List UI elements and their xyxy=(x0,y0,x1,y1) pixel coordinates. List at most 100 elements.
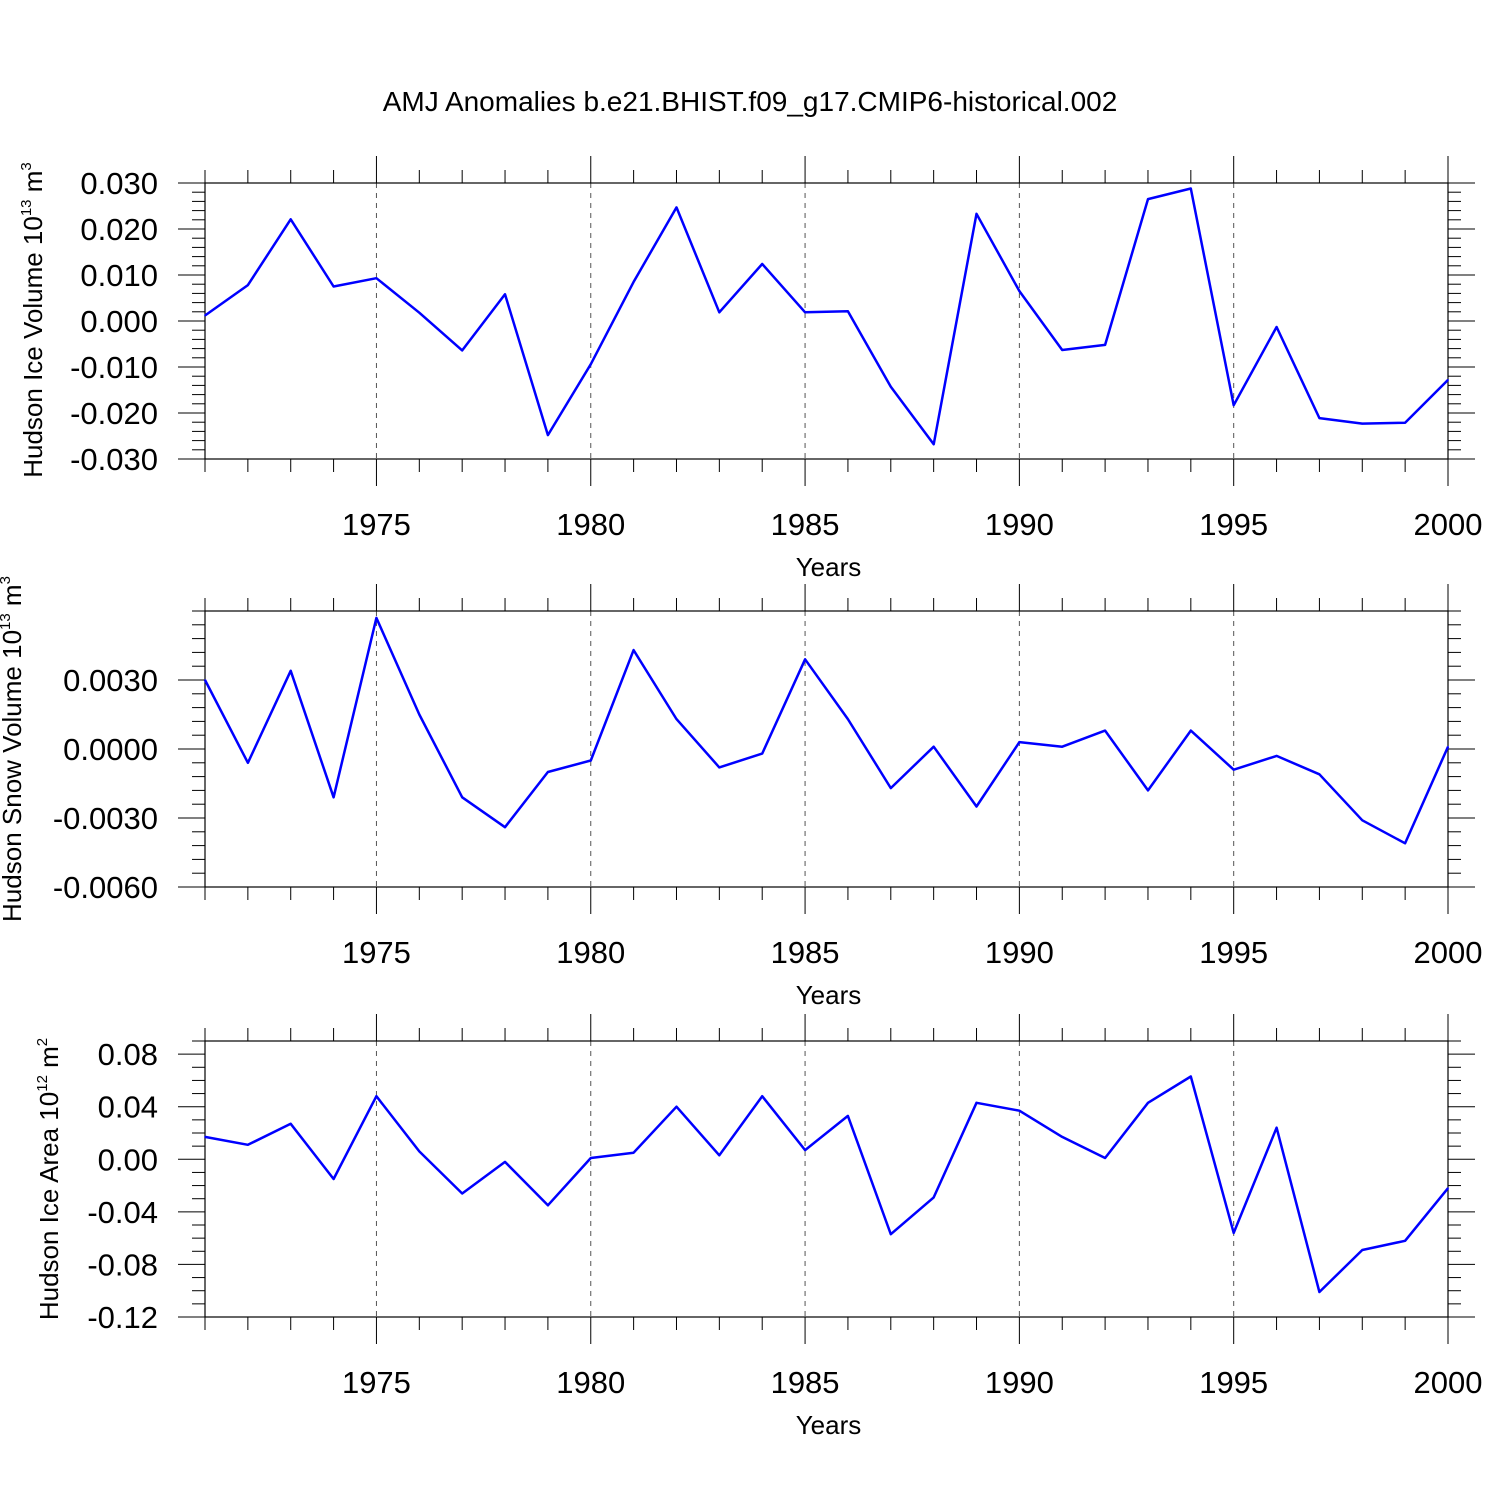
data-point xyxy=(1275,1126,1278,1129)
data-point xyxy=(1318,1291,1321,1293)
data-point xyxy=(461,1192,463,1195)
data-point xyxy=(1018,1109,1021,1112)
panel-2: 1975 1980 1985 1990 1995 2000 0.0030 0.0000 -0.0… xyxy=(0,576,1482,1010)
data-point xyxy=(247,762,249,764)
data-point xyxy=(332,1178,335,1180)
data-point xyxy=(418,311,421,314)
data-point xyxy=(375,277,378,280)
x-tick-label: 1980 xyxy=(556,1365,625,1400)
data-point xyxy=(289,670,292,672)
data-point xyxy=(847,310,849,313)
data-point xyxy=(375,1095,378,1097)
data-point xyxy=(675,206,678,209)
y-tick-label: -0.0060 xyxy=(53,870,158,905)
data-point xyxy=(1190,729,1192,732)
data-point xyxy=(932,1196,935,1199)
data-point xyxy=(1232,768,1235,771)
series-line xyxy=(204,1075,1449,1294)
data-point xyxy=(932,745,935,748)
data-point xyxy=(1104,729,1106,732)
data-point xyxy=(1404,842,1406,845)
data-point xyxy=(847,1115,849,1117)
data-point xyxy=(761,752,764,755)
data-point xyxy=(1447,1187,1449,1189)
x-tick-label: 1975 xyxy=(342,507,411,542)
y-axis-label-unit-exponent: 3 xyxy=(0,576,14,584)
data-point xyxy=(418,1150,421,1153)
data-point xyxy=(332,796,335,799)
data-point xyxy=(1061,1136,1064,1138)
x-tick-label: 1985 xyxy=(771,507,840,542)
data-point xyxy=(504,1161,506,1163)
y-axis-label-unit-exponent: 2 xyxy=(34,1038,51,1046)
data-point xyxy=(718,311,721,314)
data-point xyxy=(889,385,892,388)
y-axis-label-text: Hudson Ice Area 10 xyxy=(34,1092,64,1320)
data-point xyxy=(589,363,592,366)
x-tick-label: 1990 xyxy=(985,507,1054,542)
data-point xyxy=(804,311,806,314)
x-tick-label: 2000 xyxy=(1414,935,1483,970)
data-point xyxy=(975,1101,978,1104)
x-axis-label: Years xyxy=(796,1410,862,1440)
data-point xyxy=(1404,421,1406,424)
panels: 1975 1980 1985 1990 1995 2000 0.030 0.020 0.010 0… xyxy=(0,156,1482,1440)
data-point xyxy=(675,718,678,720)
y-axis-label: Hudson Ice Area 1012 m2 xyxy=(34,1038,64,1320)
data-point xyxy=(375,617,378,619)
data-point xyxy=(1275,326,1278,328)
panel-3: 1975 1980 1985 1990 1995 2000 0.08 0.04 0.00 -0.0… xyxy=(34,1014,1482,1440)
y-axis-label-text: Hudson Snow Volume 10 xyxy=(0,630,27,922)
data-point xyxy=(461,349,463,352)
data-point xyxy=(1147,198,1149,200)
plot-frame xyxy=(204,1040,1449,1318)
data-point xyxy=(1147,1101,1149,1104)
data-point xyxy=(1190,1075,1192,1078)
y-tick-label: -0.030 xyxy=(70,442,158,477)
data-point xyxy=(889,787,892,789)
plot-frame xyxy=(204,182,1449,460)
data-point xyxy=(804,658,806,661)
y-axis-label: Hudson Ice Volume 1013 m3 xyxy=(18,162,48,478)
data-point xyxy=(718,766,721,769)
data-point xyxy=(504,826,506,828)
x-tick-label: 1990 xyxy=(985,1365,1054,1400)
data-point xyxy=(547,771,549,773)
series-line xyxy=(203,616,1450,845)
x-tick-label: 1985 xyxy=(771,1365,840,1400)
data-point xyxy=(1361,819,1364,822)
data-point xyxy=(718,1154,721,1157)
data-point xyxy=(1447,379,1449,381)
data-point xyxy=(204,314,206,317)
chart-title: AMJ Anomalies b.e21.BHIST.f09_g17.CMIP6-… xyxy=(383,86,1118,117)
data-point xyxy=(889,1233,892,1235)
x-tick-label: 1975 xyxy=(342,1365,411,1400)
data-point xyxy=(418,713,421,716)
data-point xyxy=(675,1105,678,1108)
data-point xyxy=(1232,404,1235,406)
data-point xyxy=(247,1144,249,1146)
y-axis-label-exponent: 13 xyxy=(18,199,35,216)
data-point xyxy=(1061,745,1064,748)
x-tick-label: 1985 xyxy=(771,935,840,970)
y-axis-label-unit: m xyxy=(34,1046,64,1075)
x-tick-label: 1980 xyxy=(556,935,625,970)
data-point xyxy=(632,649,635,651)
y-tick-label: -0.0030 xyxy=(53,801,158,836)
data-point xyxy=(504,293,506,296)
data-point xyxy=(1018,741,1021,743)
y-axis-label-text: Hudson Ice Volume 10 xyxy=(18,216,48,478)
y-tick-label: 0.010 xyxy=(80,258,158,293)
y-tick-label: -0.12 xyxy=(87,1300,158,1335)
x-tick-label: 1995 xyxy=(1199,507,1268,542)
data-point xyxy=(589,1157,592,1159)
data-point xyxy=(1318,773,1321,776)
data-point xyxy=(247,284,249,286)
x-axis-label: Years xyxy=(796,980,862,1010)
y-tick-label: -0.08 xyxy=(87,1247,158,1282)
data-point xyxy=(632,281,635,283)
data-point xyxy=(1361,1249,1364,1251)
data-point xyxy=(461,796,463,799)
y-axis-label-exponent: 12 xyxy=(34,1075,51,1092)
x-tick-label: 1980 xyxy=(556,507,625,542)
